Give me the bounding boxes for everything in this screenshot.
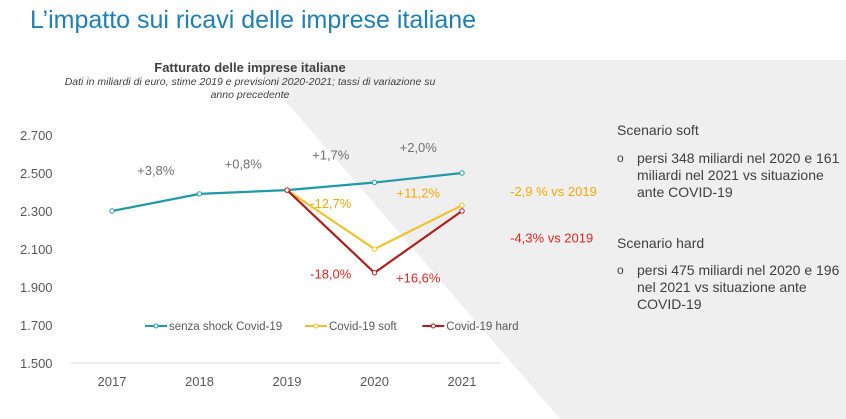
y-tick-label: 2.500 (20, 166, 53, 181)
data-annotation: +3,8% (137, 163, 175, 178)
revenue-line-chart: 1.500 1.700 1.900 2.100 2.300 2.500 2.700 2017 2… (20, 128, 597, 389)
data-point (196, 191, 203, 197)
data-point (459, 170, 465, 176)
y-tick-label: 1.500 (20, 356, 53, 371)
y-tick-label: 2.700 (20, 128, 53, 143)
y-tick-label: 1.700 (20, 318, 53, 333)
legend-marker (153, 323, 159, 329)
legend-marker (313, 323, 319, 329)
data-point (459, 202, 465, 209)
legend-label: Covid-19 hard (446, 321, 518, 333)
x-tick-label: 2020 (360, 374, 389, 389)
data-point (109, 208, 115, 214)
bullet-circle-icon: o (617, 263, 624, 277)
data-annotation: +0,8% (225, 156, 263, 171)
y-tick-label: 1.900 (20, 280, 53, 295)
scenario-soft-text: persi 348 miliardi nel 2020 e 161 miliar… (637, 150, 840, 200)
data-annotation: +2,0% (400, 140, 438, 155)
data-annotation: +16,6% (396, 270, 441, 285)
data-annotation: +1,7% (312, 148, 350, 163)
data-point (371, 246, 378, 252)
scenario-hard-text: persi 475 miliardi nel 2020 e 196 nel 20… (637, 262, 840, 312)
data-point (459, 208, 465, 214)
data-annotation: -2,9 % vs 2019 (510, 184, 597, 199)
scenario-soft-heading: Scenario soft (617, 122, 699, 138)
x-tick-label: 2019 (273, 374, 302, 389)
x-tick-label: 2017 (98, 374, 127, 389)
y-tick-label: 2.100 (20, 242, 53, 257)
data-point (284, 187, 290, 193)
x-tick-label: 2018 (185, 374, 214, 389)
legend-label: Covid-19 soft (329, 321, 398, 333)
scenario-soft-bullet: o persi 348 miliardi nel 2020 e 161 mili… (617, 150, 842, 201)
data-point (371, 270, 378, 276)
data-annotation: +11,2% (397, 186, 441, 201)
legend-marker (430, 323, 436, 329)
chart-title: Fatturato delle imprese italiane (154, 60, 346, 75)
data-annotation: -12,7% (310, 196, 352, 211)
bullet-circle-icon: o (617, 151, 624, 165)
data-annotation: -4,3% vs 2019 (510, 230, 593, 245)
x-tick-label: 2021 (448, 374, 477, 389)
y-tick-label: 2.300 (20, 204, 53, 219)
scenario-hard-heading: Scenario hard (617, 235, 705, 251)
page-title: L’impatto sui ricavi delle imprese itali… (30, 6, 477, 34)
legend-label: senza shock Covid-19 (169, 321, 282, 333)
data-annotation: -18,0% (310, 266, 352, 281)
data-point (371, 179, 378, 186)
chart-subtitle: Dati in miliardi di euro, stime 2019 e p… (64, 76, 436, 101)
scenario-hard-bullet: o persi 475 miliardi nel 2020 e 196 nel … (617, 262, 842, 313)
